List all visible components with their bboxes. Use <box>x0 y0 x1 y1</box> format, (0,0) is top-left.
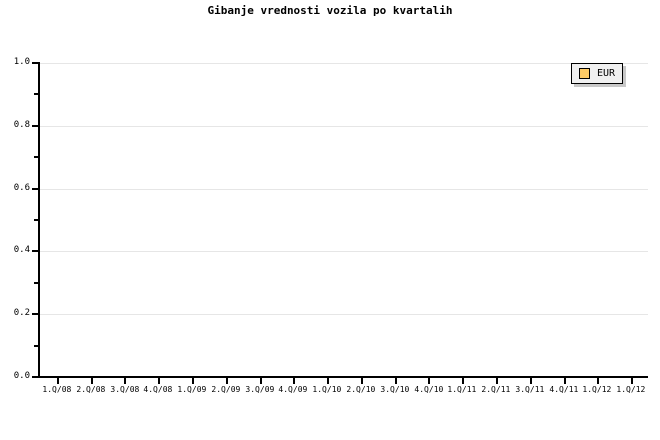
x-axis-label: 1.Q/08 <box>42 385 72 394</box>
y-axis-minor-tick <box>34 282 39 284</box>
x-axis-tick <box>395 378 397 384</box>
gridline <box>40 251 648 252</box>
legend-label: EUR <box>597 68 616 79</box>
y-axis-label: 0.4 <box>13 245 30 255</box>
y-axis-label: 1.0 <box>13 57 30 67</box>
x-axis-label: 3.Q/08 <box>110 385 140 394</box>
legend-entry-list: EUR <box>572 64 622 83</box>
legend-color-swatch <box>579 68 590 79</box>
y-axis-label: 0.2 <box>13 308 30 318</box>
x-axis-label: 2.Q/08 <box>76 385 106 394</box>
x-axis-tick <box>158 378 160 384</box>
x-axis-tick <box>428 378 430 384</box>
y-axis-label: 0.8 <box>13 120 30 130</box>
x-axis-tick <box>91 378 93 384</box>
y-axis-minor-tick <box>34 345 39 347</box>
y-axis-tick <box>32 376 39 378</box>
y-axis-line <box>38 62 40 378</box>
x-axis-tick <box>597 378 599 384</box>
x-axis-line <box>38 376 648 378</box>
x-axis-label: 1.Q/10 <box>312 385 342 394</box>
x-axis-tick <box>192 378 194 384</box>
x-axis-tick <box>57 378 59 384</box>
x-axis-tick <box>293 378 295 384</box>
x-axis-label: 4.Q/11 <box>549 385 579 394</box>
x-axis-label: 1.Q/11 <box>447 385 477 394</box>
y-axis-minor-tick <box>34 219 39 221</box>
x-axis-tick <box>361 378 363 384</box>
x-axis-tick <box>260 378 262 384</box>
y-axis-tick <box>32 250 39 252</box>
x-axis-tick <box>462 378 464 384</box>
x-axis-label: 3.Q/09 <box>245 385 275 394</box>
y-axis-labels-group: 0.0 0.2 0.4 0.6 0.8 1.0 <box>0 0 30 440</box>
chart-title: Gibanje vrednosti vozila po kvartalih <box>207 4 453 17</box>
x-axis-tick <box>124 378 126 384</box>
chart-legend[interactable]: EUR <box>571 63 624 84</box>
x-axis-label: 1.Q/09 <box>177 385 207 394</box>
x-axis-label: 2.Q/11 <box>481 385 511 394</box>
x-axis-label: 1.Q/12 <box>582 385 612 394</box>
x-axis-label: 4.Q/09 <box>278 385 308 394</box>
y-axis-tick <box>32 313 39 315</box>
x-axis-tick <box>631 378 633 384</box>
x-axis-label: 3.Q/10 <box>380 385 410 394</box>
y-axis-minor-tick <box>34 93 39 95</box>
y-axis-minor-tick <box>34 156 39 158</box>
x-axis-tick <box>496 378 498 384</box>
x-axis-label: 4.Q/10 <box>414 385 444 394</box>
gridline <box>40 126 648 127</box>
y-axis-tick <box>32 62 39 64</box>
x-axis-label: 2.Q/10 <box>346 385 376 394</box>
y-axis-tick <box>32 188 39 190</box>
y-axis-label: 0.0 <box>13 371 30 381</box>
x-axis-label: 4.Q/08 <box>143 385 173 394</box>
x-axis-label: 2.Q/09 <box>211 385 241 394</box>
gridline <box>40 63 648 64</box>
plot-area <box>40 63 648 378</box>
x-axis-tick <box>327 378 329 384</box>
x-axis-tick <box>564 378 566 384</box>
gridline <box>40 314 648 315</box>
gridline <box>40 189 648 190</box>
x-axis-label: 3.Q/11 <box>515 385 545 394</box>
y-axis-tick <box>32 125 39 127</box>
x-axis-tick <box>226 378 228 384</box>
x-axis-label: 1.Q/12 <box>616 385 646 394</box>
y-axis-label: 0.6 <box>13 183 30 193</box>
x-axis-tick <box>530 378 532 384</box>
